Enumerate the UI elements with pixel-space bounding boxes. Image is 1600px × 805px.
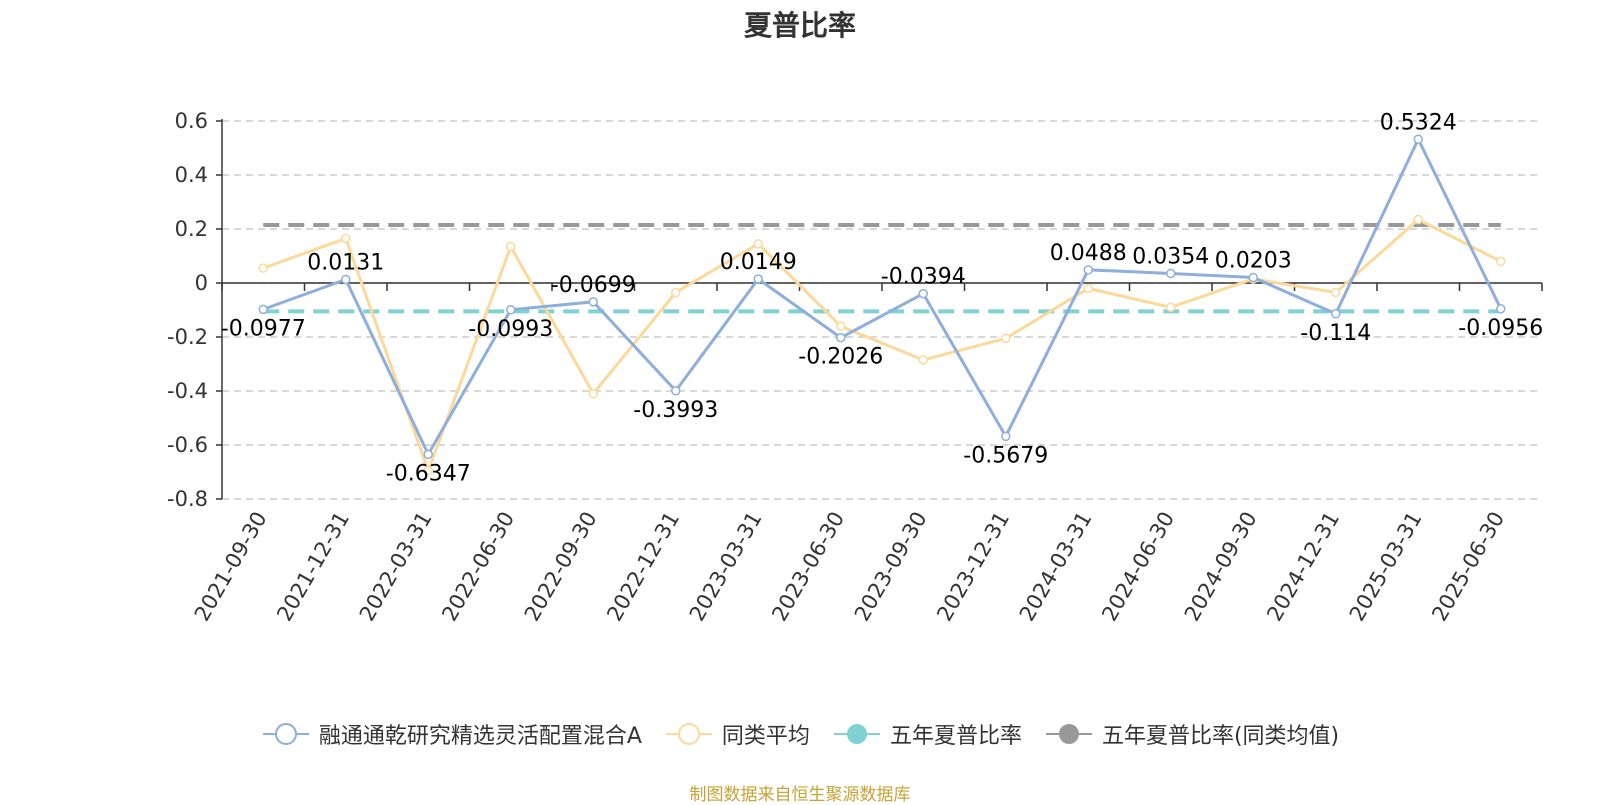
- legend-item-fund[interactable]: 融通通乾研究精选灵活配置混合A: [261, 718, 642, 750]
- category-average-point: [918, 355, 928, 365]
- fund-data-label: -0.0956: [1458, 316, 1543, 341]
- fund-point: [1001, 431, 1011, 442]
- category-average-point: [341, 233, 351, 244]
- category-average-point: [506, 241, 516, 252]
- fund-data-label: 0.0203: [1215, 249, 1292, 274]
- legend: 融通通乾研究精选灵活配置混合A 同类平均 五年夏普比率 五年夏普比率(同类均值): [0, 718, 1600, 750]
- category-average-point: [588, 388, 598, 399]
- x-tick-label: 2022-12-31: [602, 508, 684, 626]
- x-tick-label: 2024-03-31: [1015, 508, 1097, 626]
- legend-line-dot-icon: [833, 724, 880, 744]
- y-tick-label: 0.6: [175, 109, 208, 133]
- fund-point: [671, 386, 681, 396]
- x-tick-label: 2022-09-30: [520, 508, 602, 626]
- fund-point: [1248, 272, 1258, 283]
- fund-point: [1166, 268, 1176, 279]
- category-average-point: [1001, 333, 1011, 344]
- data-labels: -0.0977 0.0131 -0.6347 -0.0993 -0.0699 -0.399…: [221, 110, 1543, 486]
- fund-point: [836, 332, 846, 343]
- legend-item-five-year-sharpe-category[interactable]: 五年夏普比率(同类均值): [1044, 718, 1339, 750]
- y-tick-label: 0: [195, 271, 208, 295]
- x-tick-label: 2022-03-31: [355, 508, 437, 626]
- fund-point: [753, 274, 763, 284]
- x-tick-label: 2022-06-30: [437, 508, 519, 626]
- fund-point: [506, 305, 516, 315]
- y-tick-label: 0.4: [175, 163, 208, 187]
- category-average-line: [262, 217, 1502, 476]
- fund-data-label: -0.0977: [221, 316, 306, 341]
- fund-line: [262, 135, 1503, 458]
- fund-data-label: 0.0488: [1050, 241, 1127, 266]
- legend-line-circle-icon: [665, 723, 712, 745]
- category-average-point: [1331, 287, 1341, 298]
- x-tick-label: 2021-09-30: [190, 508, 272, 626]
- fund-data-label: -0.0993: [468, 317, 553, 342]
- fund-point: [258, 304, 268, 315]
- fund-point: [588, 297, 598, 307]
- legend-label-category-average: 同类平均: [721, 724, 810, 749]
- legend-item-five-year-sharpe[interactable]: 五年夏普比率: [832, 718, 1022, 750]
- fund-data-label: 0.0131: [307, 250, 384, 275]
- fund-point: [918, 288, 928, 299]
- x-tick-label: 2024-12-31: [1262, 508, 1344, 626]
- fund-data-label: -0.0699: [551, 273, 636, 298]
- fund-data-label: -0.6347: [386, 461, 471, 486]
- x-tick-label: 2024-09-30: [1180, 508, 1262, 626]
- legend-label-fund: 融通通乾研究精选灵活配置混合A: [318, 724, 642, 749]
- y-tick-label: -0.4: [167, 379, 208, 403]
- fund-data-label: -0.5679: [963, 443, 1048, 468]
- category-average-point: [1083, 283, 1093, 294]
- source-note: 制图数据来自恒生聚源数据库: [689, 785, 911, 805]
- reference-lines: [263, 222, 1501, 314]
- fund-data-label: -0.114: [1300, 321, 1371, 346]
- category-average-point: [258, 263, 268, 273]
- legend-label-five-year-sharpe-category: 五年夏普比率(同类均值): [1101, 724, 1340, 749]
- x-tick-label: 2023-03-31: [685, 508, 767, 626]
- fund-data-label: -0.0394: [881, 265, 966, 290]
- y-tick-label: -0.6: [167, 433, 208, 457]
- category-average-point: [753, 239, 763, 249]
- x-tick-label: 2025-03-31: [1345, 508, 1427, 626]
- legend-label-five-year-sharpe: 五年夏普比率: [889, 724, 1022, 749]
- x-tick-label: 2021-12-31: [272, 508, 354, 626]
- x-tick-label: 2023-06-30: [767, 508, 849, 626]
- category-average-point: [1413, 214, 1423, 225]
- fund-point: [1496, 304, 1506, 314]
- category-average-point: [671, 287, 681, 298]
- fund-point: [1331, 309, 1341, 319]
- category-average-point: [1166, 302, 1176, 313]
- y-tick-label: -0.2: [167, 325, 208, 349]
- category-average-point: [423, 465, 433, 476]
- fund-data-label: -0.2026: [798, 345, 883, 370]
- fund-data-label: 0.0149: [720, 250, 797, 275]
- fund-point: [423, 449, 433, 460]
- fund-data-label: -0.3993: [633, 398, 718, 423]
- legend-item-category-average[interactable]: 同类平均: [664, 718, 810, 750]
- chart-title: 夏普比率: [743, 9, 856, 42]
- fund-point: [1083, 265, 1093, 275]
- series-lines: [258, 134, 1506, 476]
- y-tick-label: -0.8: [167, 487, 208, 511]
- category-average-point: [836, 321, 846, 331]
- x-tick-label: 2023-12-31: [932, 508, 1014, 626]
- x-tick-label: 2025-06-30: [1427, 508, 1509, 626]
- fund-data-label: 0.0354: [1132, 244, 1209, 269]
- x-tick-label: 2023-09-30: [850, 508, 932, 626]
- y-tick-label: 0.2: [175, 217, 208, 241]
- fund-data-label: 0.5324: [1380, 110, 1457, 135]
- legend-line-dot-icon: [1045, 724, 1092, 744]
- category-average-point: [1496, 256, 1506, 267]
- fund-point: [1413, 134, 1423, 145]
- x-tick-label: 2024-06-30: [1097, 508, 1179, 626]
- fund-point: [341, 274, 351, 285]
- legend-line-circle-icon: [262, 723, 309, 745]
